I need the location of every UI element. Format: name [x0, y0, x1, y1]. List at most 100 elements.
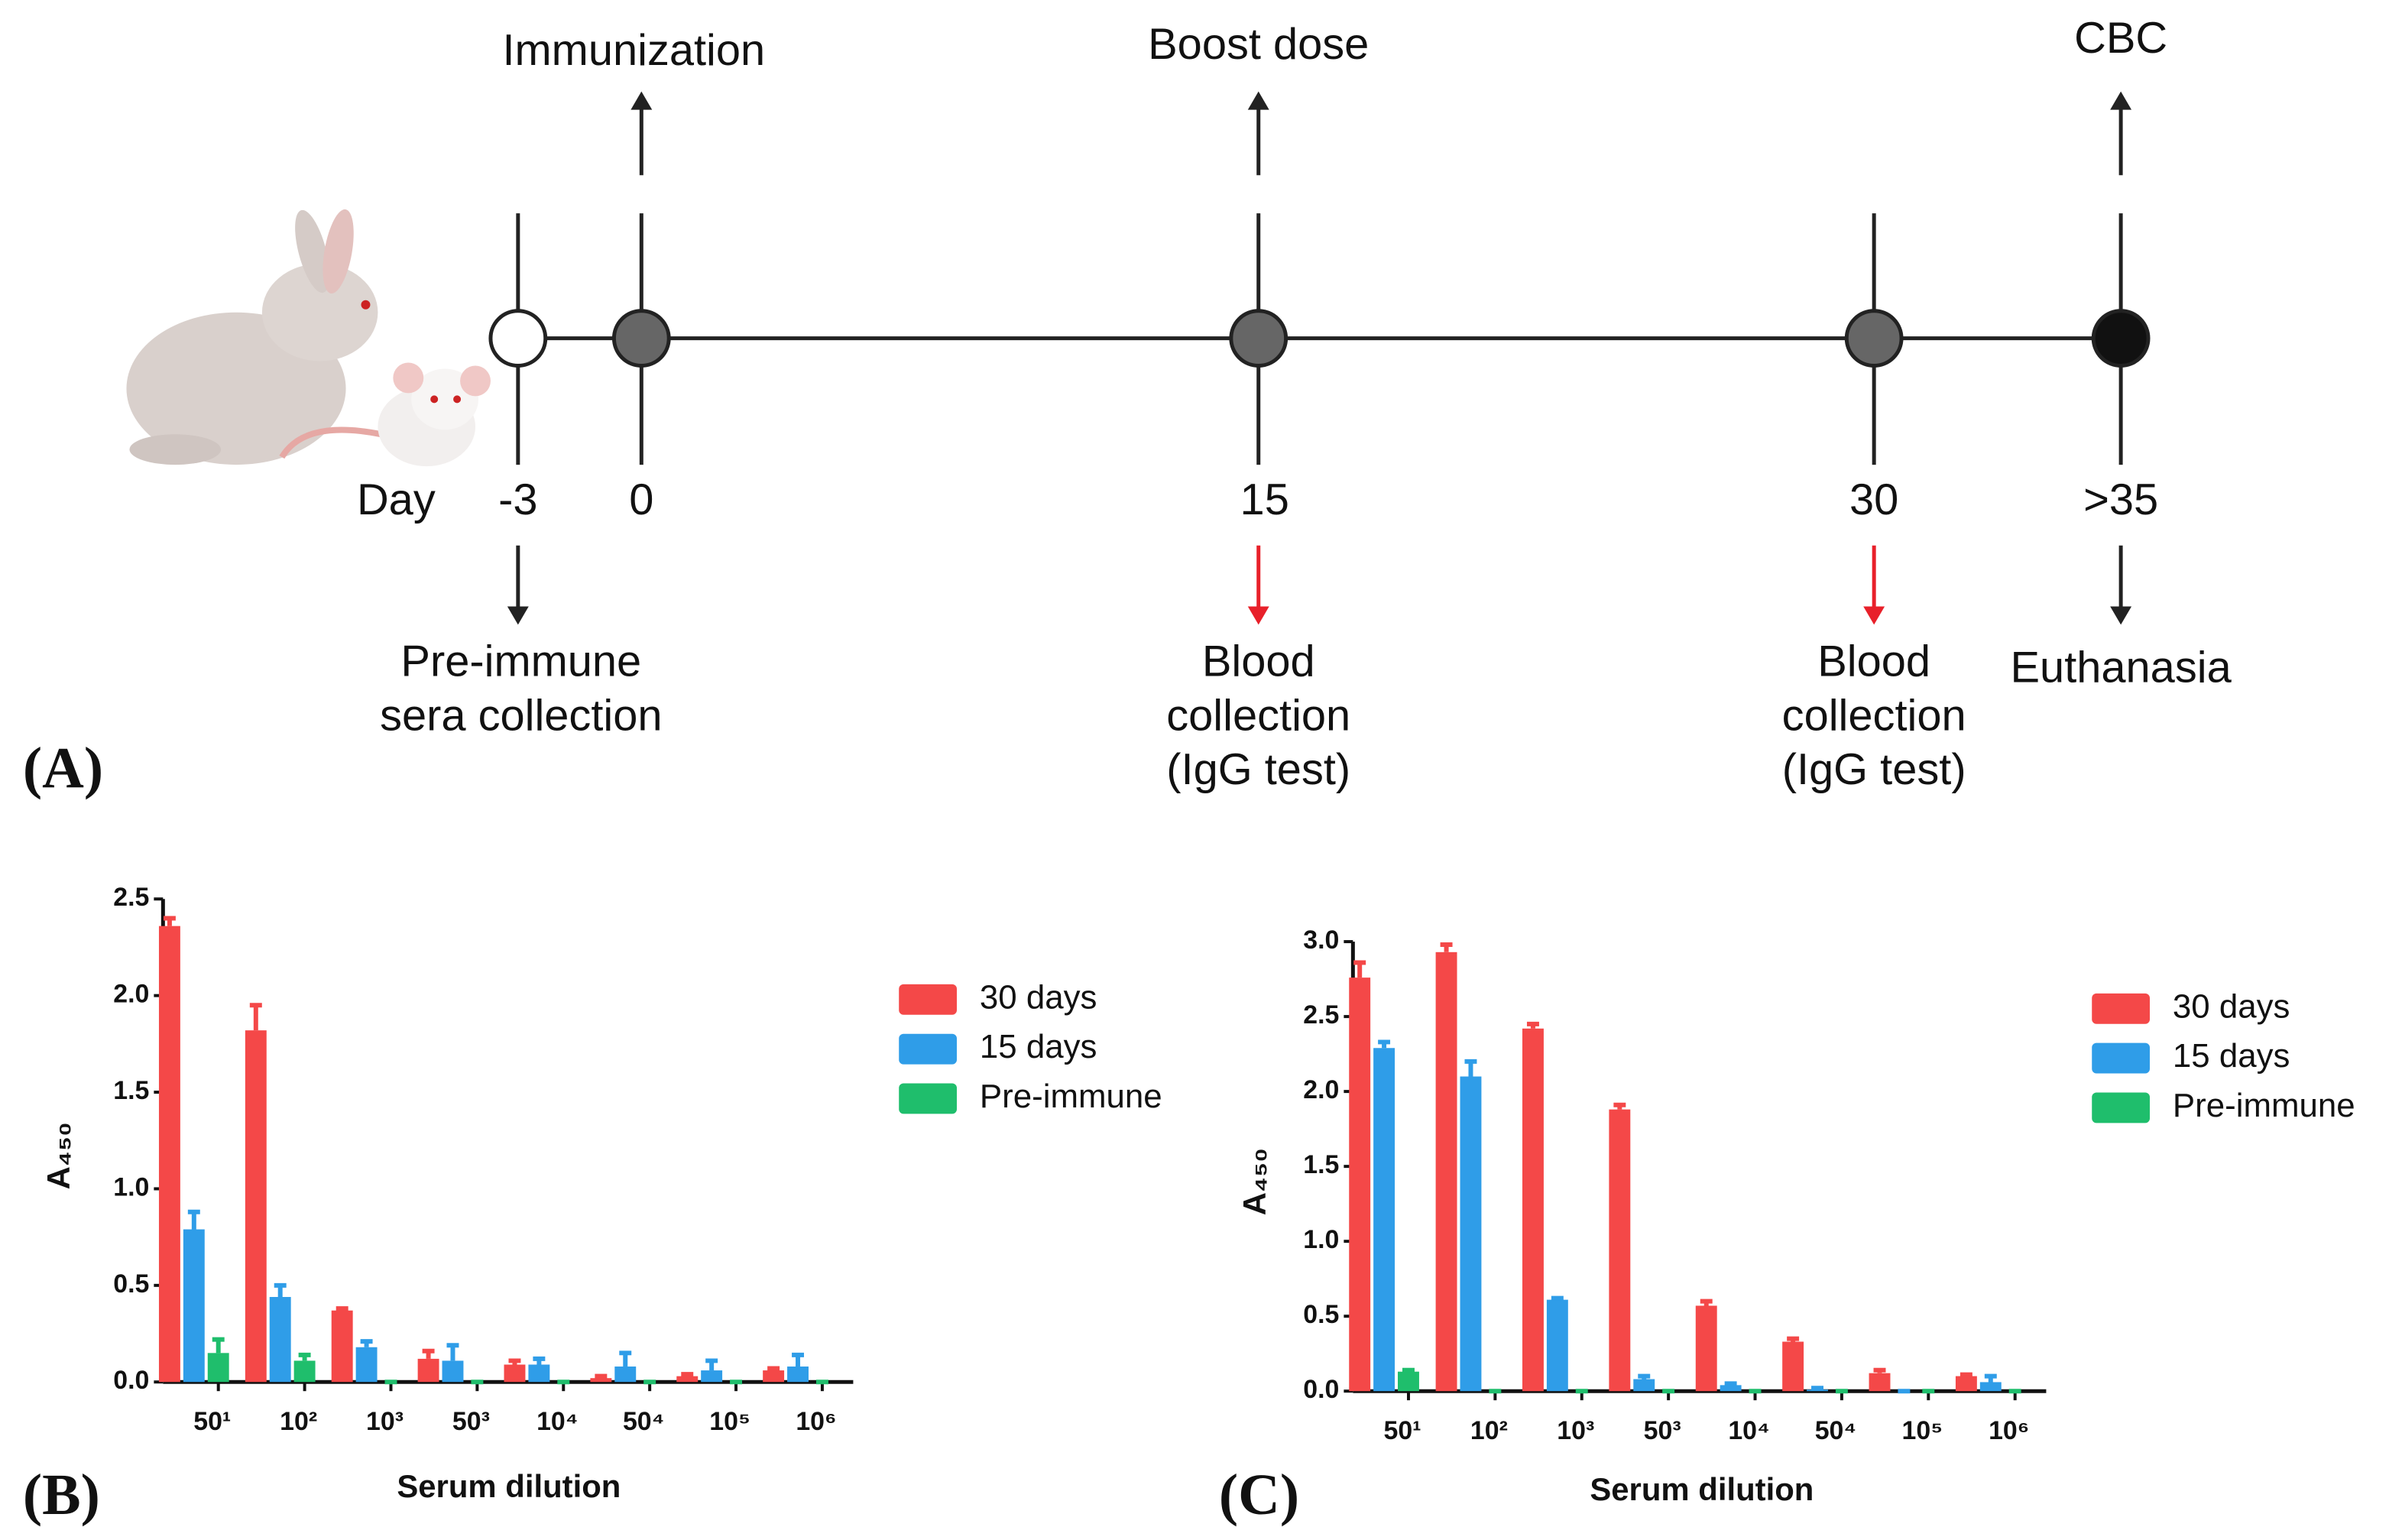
error-bar — [767, 1366, 780, 1371]
y-tick-label: 0.5 — [1303, 1300, 1339, 1329]
event-day: -3 — [498, 475, 537, 524]
event-marker — [2091, 309, 2151, 368]
error-bar — [1873, 1367, 1886, 1373]
bar — [1720, 1385, 1742, 1392]
error-bar — [163, 916, 176, 926]
error-bar — [1959, 1372, 1972, 1377]
x-tick-label: 10⁶ — [1989, 1416, 2029, 1445]
error-bar — [1700, 1298, 1713, 1306]
event-marker — [1229, 309, 1289, 368]
x-tick-label: 10⁴ — [536, 1407, 578, 1436]
error-bar — [533, 1356, 546, 1365]
error-bar — [619, 1350, 632, 1367]
event-marker — [611, 309, 671, 368]
event-day: 15 — [1240, 475, 1289, 524]
event-below: Pre-immune — [400, 637, 641, 686]
bar — [245, 1030, 267, 1383]
error-bar — [1984, 1373, 1997, 1383]
x-tick-label: 10² — [280, 1407, 317, 1436]
arrow-head — [1247, 606, 1269, 625]
y-tick-label: 2.0 — [1303, 1075, 1339, 1104]
arrow-head — [2110, 91, 2132, 110]
bar — [701, 1370, 723, 1383]
bar — [417, 1358, 439, 1383]
y-tick-label: 3.0 — [1303, 926, 1339, 955]
legend-label: 15 days — [2173, 1037, 2290, 1075]
legend-label: 15 days — [980, 1028, 1097, 1065]
panel-label: (C) — [1219, 1463, 1299, 1527]
y-tick-label: 2.0 — [113, 980, 149, 1009]
legend-swatch — [899, 1033, 957, 1065]
error-bar — [446, 1343, 459, 1361]
panel-label: (A) — [23, 736, 103, 800]
x-tick-label: 10⁵ — [709, 1407, 750, 1436]
event-below: collection — [1166, 691, 1350, 740]
bar — [1546, 1299, 1568, 1392]
x-tick-label: 50³ — [452, 1407, 490, 1436]
bar — [614, 1367, 637, 1383]
error-bar — [1724, 1381, 1737, 1386]
error-bar — [508, 1358, 521, 1365]
error-bar — [187, 1209, 200, 1230]
x-tick-label: 10² — [1470, 1416, 1508, 1445]
error-bar — [249, 1003, 262, 1031]
event-above: Immunization — [502, 26, 765, 75]
event-below: (IgG test) — [1782, 745, 1966, 794]
x-tick-label: 10³ — [366, 1407, 404, 1436]
bar — [355, 1347, 378, 1383]
y-tick-label: 0.5 — [113, 1269, 149, 1298]
bar — [1695, 1305, 1717, 1392]
error-bar — [681, 1372, 694, 1377]
x-tick-label: 10³ — [1557, 1416, 1594, 1445]
bar — [1609, 1109, 1631, 1392]
error-bar — [212, 1337, 225, 1354]
arrow-head — [507, 606, 529, 625]
legend-label: Pre-immune — [980, 1078, 1162, 1115]
bar — [1869, 1373, 1891, 1392]
error-bar — [1613, 1102, 1626, 1110]
error-bar — [274, 1282, 287, 1298]
event-below: Blood — [1817, 637, 1930, 686]
bar — [1373, 1048, 1395, 1392]
error-bar — [1638, 1373, 1651, 1380]
bar — [158, 926, 180, 1383]
error-bar — [792, 1352, 805, 1367]
legend-swatch — [2092, 1042, 2151, 1074]
y-tick-label: 2.5 — [113, 883, 149, 912]
y-tick-label: 1.5 — [1303, 1150, 1339, 1179]
error-bar — [1464, 1059, 1477, 1077]
bar — [504, 1364, 526, 1383]
y-tick-label: 2.5 — [1303, 1000, 1339, 1029]
x-tick-label: 10⁴ — [1728, 1416, 1769, 1445]
bar — [590, 1378, 612, 1383]
event-day: 30 — [1849, 475, 1898, 524]
y-axis-label: A₄₅₀ — [41, 1122, 76, 1189]
x-axis-label: Serum dilution — [397, 1468, 621, 1504]
arrow-head — [1863, 606, 1885, 625]
error-bar — [1787, 1336, 1800, 1342]
x-tick-label: 50⁴ — [623, 1407, 664, 1436]
event-day: >35 — [2083, 475, 2158, 524]
event-below: collection — [1782, 691, 1966, 740]
bar — [1349, 977, 1371, 1392]
event-marker — [488, 309, 548, 368]
bar — [207, 1353, 229, 1383]
error-bar — [1378, 1039, 1391, 1049]
error-bar — [1526, 1021, 1539, 1029]
x-tick-label: 50³ — [1644, 1416, 1681, 1445]
event-below: Euthanasia — [2011, 643, 2232, 692]
bar — [1522, 1028, 1544, 1392]
legend-label: 30 days — [980, 978, 1097, 1016]
y-axis-label: A₄₅₀ — [1237, 1148, 1272, 1215]
error-bar — [1402, 1367, 1415, 1373]
event-below: Blood — [1202, 637, 1315, 686]
legend-swatch — [899, 1083, 957, 1114]
event-below: sera collection — [380, 691, 662, 740]
day-label: Day — [357, 475, 436, 524]
bar — [1435, 952, 1457, 1392]
bar — [528, 1364, 550, 1383]
bar — [293, 1360, 316, 1383]
arrow-head — [630, 91, 653, 110]
y-tick-label: 1.0 — [113, 1172, 149, 1201]
